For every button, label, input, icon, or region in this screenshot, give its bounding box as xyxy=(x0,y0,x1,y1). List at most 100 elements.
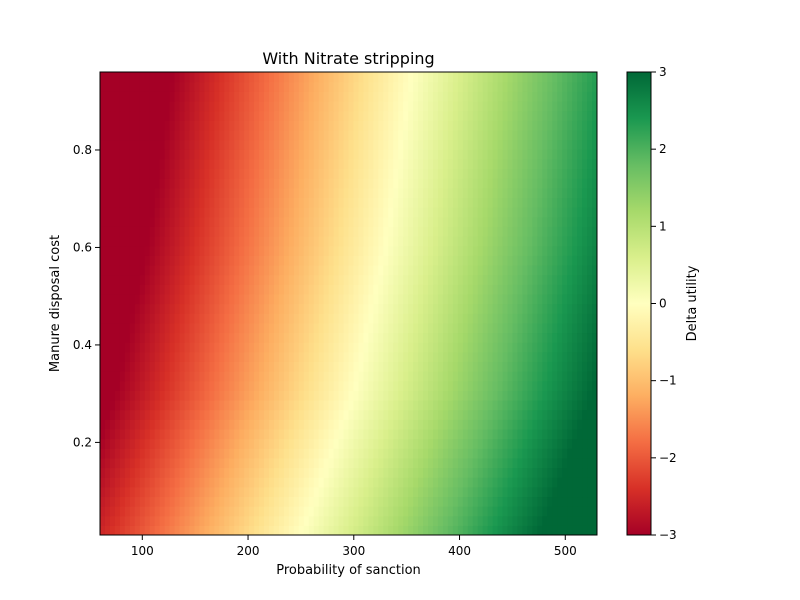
heatmap-cell xyxy=(517,361,524,372)
heatmap-cell xyxy=(149,120,156,131)
heatmap-cell xyxy=(522,506,529,517)
heatmap-cell xyxy=(492,351,499,362)
heatmap-cell xyxy=(338,264,345,276)
heatmap-cell xyxy=(418,486,424,498)
heatmap-cell xyxy=(562,515,568,526)
heatmap-cell xyxy=(224,158,230,170)
heatmap-cell xyxy=(487,380,494,391)
heatmap-cell xyxy=(398,428,404,440)
heatmap-cell xyxy=(219,428,225,440)
heatmap-cell xyxy=(293,322,300,334)
heatmap-cell xyxy=(532,284,538,295)
heatmap-cell xyxy=(313,496,320,507)
heatmap-cell xyxy=(592,187,597,198)
heatmap-cell xyxy=(512,245,519,256)
heatmap-cell xyxy=(184,274,191,285)
heatmap-cell xyxy=(298,274,305,285)
heatmap-cell xyxy=(403,178,409,189)
heatmap-cell xyxy=(323,129,330,141)
heatmap-cell xyxy=(378,496,384,507)
heatmap-cell xyxy=(129,506,136,517)
heatmap-cell xyxy=(482,216,489,227)
heatmap-cell xyxy=(254,448,260,459)
heatmap-cell xyxy=(497,457,504,469)
heatmap-cell xyxy=(323,525,330,535)
heatmap-cell xyxy=(144,72,151,83)
heatmap-cell xyxy=(298,506,305,517)
heatmap-cell xyxy=(318,496,325,507)
heatmap-cell xyxy=(164,380,171,391)
heatmap-cell xyxy=(313,448,320,459)
heatmap-cell xyxy=(129,303,136,314)
heatmap-cell xyxy=(134,390,141,401)
heatmap-cell xyxy=(149,245,156,256)
heatmap-cell xyxy=(114,419,121,430)
heatmap-cell xyxy=(517,496,524,507)
heatmap-cell xyxy=(353,168,360,179)
heatmap-cell xyxy=(587,322,593,334)
heatmap-cell xyxy=(273,216,280,227)
heatmap-cell xyxy=(467,81,474,92)
heatmap-cell xyxy=(179,129,186,141)
heatmap-cell xyxy=(363,303,369,314)
heatmap-cell xyxy=(139,72,146,83)
heatmap-cell xyxy=(413,216,419,227)
heatmap-cell xyxy=(428,467,434,478)
heatmap-cell xyxy=(318,515,325,526)
heatmap-cell xyxy=(338,81,345,92)
heatmap-cell xyxy=(328,419,335,430)
heatmap-cell xyxy=(333,486,340,498)
heatmap-cell xyxy=(308,477,315,488)
heatmap-cell xyxy=(268,477,275,488)
heatmap-cell xyxy=(288,72,295,83)
heatmap-cell xyxy=(457,506,464,517)
heatmap-cell xyxy=(527,515,533,526)
heatmap-cell xyxy=(452,342,459,353)
heatmap-cell xyxy=(154,438,161,449)
heatmap-cell xyxy=(189,129,196,141)
heatmap-cell xyxy=(462,477,469,488)
heatmap-cell xyxy=(259,226,265,237)
heatmap-cell xyxy=(259,496,265,507)
heatmap-cell xyxy=(542,332,548,343)
heatmap-cell xyxy=(502,91,509,102)
heatmap-cell xyxy=(134,525,141,535)
heatmap-cell xyxy=(388,380,394,391)
heatmap-cell xyxy=(338,409,345,420)
heatmap-cell xyxy=(323,409,330,420)
heatmap-cell xyxy=(527,284,533,295)
heatmap-cell xyxy=(472,72,479,83)
heatmap-cell xyxy=(442,255,449,266)
heatmap-cell xyxy=(239,448,245,459)
heatmap-cell xyxy=(139,139,146,150)
heatmap-cell xyxy=(199,81,205,92)
heatmap-cell xyxy=(358,226,365,237)
heatmap-cell xyxy=(437,399,444,411)
heatmap-cell xyxy=(567,158,573,170)
heatmap-cell xyxy=(592,525,597,535)
heatmap-cell xyxy=(184,149,191,160)
heatmap-cell xyxy=(532,525,538,535)
heatmap-cell xyxy=(497,467,504,478)
heatmap-cell xyxy=(358,409,365,420)
heatmap-cell xyxy=(547,178,553,189)
heatmap-cell xyxy=(452,380,459,391)
heatmap-cell xyxy=(204,216,210,227)
heatmap-cell xyxy=(363,110,369,121)
heatmap-cell xyxy=(109,91,116,102)
heatmap-cell xyxy=(313,197,320,208)
heatmap-cell xyxy=(194,110,200,121)
heatmap-cell xyxy=(527,274,533,285)
heatmap-cell xyxy=(249,448,255,459)
heatmap-cell xyxy=(537,110,543,121)
heatmap-cell xyxy=(318,506,325,517)
heatmap-cell xyxy=(373,371,379,382)
heatmap-cell xyxy=(244,255,250,266)
heatmap-cell xyxy=(423,477,429,488)
heatmap-cell xyxy=(338,100,345,112)
heatmap-cell xyxy=(398,110,404,121)
heatmap-cell xyxy=(447,207,454,218)
heatmap-cell xyxy=(428,371,434,382)
heatmap-cell xyxy=(408,284,414,295)
heatmap-cell xyxy=(114,168,121,179)
